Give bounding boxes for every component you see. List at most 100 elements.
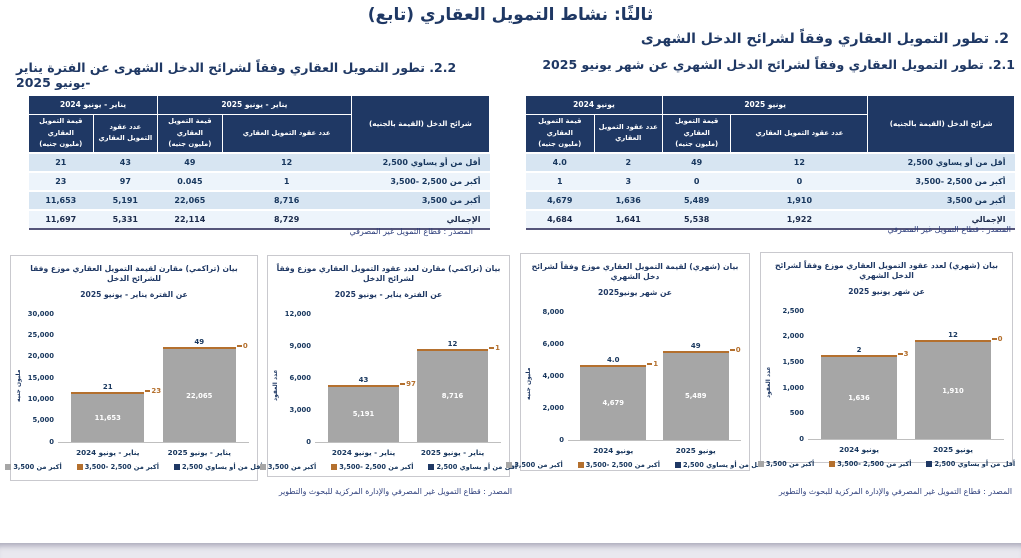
stacked-bar: 49 0 5,489 [662, 342, 741, 440]
legend-item: أكبر من 2,500 -3,500 [829, 460, 911, 468]
bar-label-gt3500: 8,716 [441, 392, 464, 401]
x-axis-category-label: يناير - يونيو 2024 [331, 447, 396, 457]
section-2-1-title: 2.1. تطور التمويل العقاري وفقاً لشرائح ا… [542, 57, 1015, 72]
legend-swatch [829, 460, 836, 467]
chart-title-line2: عن شهر يونيو2025 [598, 287, 672, 297]
bar-label-gt3500: 5,489 [685, 392, 707, 401]
count-2024-cell: 1,636 [594, 189, 663, 210]
y-axis-ticks: 30,000 25,000 20,000 15,000 10,000 5,000 0 [24, 310, 58, 446]
column-header-value-2024: قيمة التمويل العقاري (مليون جنيه) [525, 113, 595, 154]
count-2024-cell: 2 [594, 151, 663, 172]
bar-label-le2500: 2 [856, 345, 862, 354]
y-axis-ticks: 12,000 9,000 6,000 3,000 0 [281, 310, 315, 446]
column-header-value-2025: قيمة التمويل العقاري (مليون جنيه) [661, 113, 732, 154]
y-axis-tick-label: 3,000 [289, 405, 312, 414]
table-row: أقل من أو يساوي 2,500 12 49 43 21 [28, 151, 490, 172]
bar-label-le2500: 12 [948, 331, 958, 340]
legend-label: أكبر من 2,500 -3,500 [837, 459, 912, 468]
value-2024-cell: 21 [28, 151, 94, 172]
bar-label-le2500: 4.0 [607, 355, 620, 364]
chart-title-line1: بيان (تراكمي) مقارن لقيمة التمويل العقار… [30, 264, 238, 284]
column-header-brackets: شرائح الدخل (القيمة بالجنيه) [350, 94, 491, 154]
value-2024-cell: 1 [525, 170, 594, 191]
leader-dash [897, 352, 903, 355]
chart-legend: أقل من أو يساوي 2,500 أكبر من 2,500 -3,50… [757, 454, 1015, 477]
count-2025-cell: 12 [730, 151, 868, 172]
legend-swatch [259, 463, 266, 470]
bar-label-le2500: 49 [194, 338, 205, 347]
bar-label-2500-3500-value: 0 [997, 335, 1003, 344]
x-axis: يناير - يونيو 2024 يناير - يونيو 2025 [58, 448, 249, 457]
y-axis-tick-label: 15,000 [27, 373, 54, 382]
bar-label-2500-3500: 23 [145, 387, 161, 395]
y-axis-tick-label: 9,000 [289, 341, 312, 350]
bar-label-2500-3500: 0 [236, 342, 248, 350]
column-header-brackets: شرائح الدخل (القيمة بالجنيه) [867, 94, 1015, 154]
legend-item: أقل من أو يساوي 2,500 [926, 460, 1015, 468]
table-header-row: شرائح الدخل (القيمة بالجنيه) يناير - يوني… [27, 94, 491, 154]
value-2024-cell: 4,679 [525, 189, 594, 210]
column-header-value-2025: قيمة التمويل العقاري (مليون جنيه) [157, 113, 223, 154]
stacked-bar: 4.0 1 4,679 [580, 356, 658, 440]
leader-dash [647, 362, 653, 365]
count-2025-cell: 1,910 [730, 189, 868, 210]
chart-title-line1: بيان (شهري) لقيمة التمويل العقاري موزع و… [531, 262, 739, 282]
bracket-cell: أكبر من 3,500 [351, 189, 490, 210]
section-2-title: 2. تطور التمويل العقاري وفقاً لشرائح الد… [640, 31, 1009, 47]
report-slide: ثالثًا: نشاط التمويل العقاري (تابع) 2. ت… [0, 0, 1021, 543]
column-header-value-2024: قيمة التمويل العقاري (مليون جنيه) [28, 113, 94, 154]
plot-area: 43 97 5,191 12 1 8,716 [315, 314, 501, 443]
leader-dash [145, 389, 151, 392]
bar-label-2500-3500: 0 [991, 335, 1003, 344]
count-2025-cell: 1,922 [730, 208, 868, 230]
stacked-bar: 21 23 11,653 [71, 383, 161, 442]
table-row: أكبر من 2,500 -3,500 1 0.045 97 23 [28, 170, 490, 191]
legend-item: أكبر من 3,500 [506, 461, 563, 469]
table-row: أكبر من 3,500 1,910 5,489 1,636 4,679 [525, 189, 1015, 210]
bar-label-gt3500: 11,653 [94, 413, 121, 422]
legend-item: أكبر من 3,500 [5, 463, 62, 471]
value-2024-cell: 11,653 [28, 189, 94, 210]
legend-label: أقل من أو يساوي 2,500 [934, 459, 1016, 468]
leader-dash [236, 345, 242, 348]
table-total-row: الإجمالي 1,922 5,538 1,641 4,684 [525, 208, 1015, 230]
page-title: ثالثًا: نشاط التمويل العقاري (تابع) [367, 5, 654, 25]
count-2025-cell: 1 [222, 170, 352, 191]
value-2024-cell: 11,697 [28, 208, 94, 230]
y-axis-tick-label: 30,000 [27, 309, 54, 318]
cumulative-table-source: المصدر : قطاع التمويل غير المصرفي [349, 227, 473, 236]
x-axis-category-label: يونيو 2024 [839, 444, 879, 454]
x-axis-category-label: يونيو 2024 [593, 445, 634, 455]
count-2024-cell: 3 [594, 170, 663, 191]
chart-title: بيان (تراكمي) مقارن لقيمة التمويل العقار… [17, 264, 251, 300]
y-axis-title: مليون جنيه [525, 367, 532, 400]
bar-label-gt3500: 4,679 [602, 399, 625, 408]
chart-title-line1: بيان (شهري) لعدد عقود التمويل العقاري مو… [775, 261, 998, 281]
charts-source-left: المصدر : قطاع التمويل غير المصرفي والإدا… [278, 487, 512, 496]
legend-item: أقل من أو يساوي 2,500 [428, 463, 517, 471]
monthly-table-source: المصدر : قطاع التمويل غير المصرفي [887, 225, 1011, 234]
x-axis-category-label: يناير - يونيو 2025 [167, 447, 231, 457]
y-axis-tick-label: 6,000 [542, 339, 565, 348]
bar-label-gt3500: 1,910 [942, 386, 964, 395]
count-2025-cell: 12 [222, 151, 352, 172]
monthly-value-chart: بيان (شهري) لقيمة التمويل العقاري موزع و… [506, 253, 764, 471]
count-2024-cell: 1,641 [594, 208, 663, 230]
chart-title: بيان (شهري) لقيمة التمويل العقاري موزع و… [527, 262, 743, 298]
chart-legend: أقل من أو يساوي 2,500 أكبر من 2,500 -3,50… [506, 455, 764, 478]
legend-swatch [331, 463, 338, 470]
value-2025-cell: 22,114 [157, 208, 223, 230]
bar-label-2500-3500-value: 0 [735, 346, 741, 355]
x-axis: يونيو 2024 يونيو 2025 [808, 445, 1004, 454]
bracket-cell: الإجمالي [867, 208, 1015, 230]
legend-label: أقل من أو يساوي 2,500 [682, 460, 764, 469]
slide-bottom-edge [0, 543, 1021, 558]
legend-swatch [173, 464, 180, 470]
stacked-bar: 12 1 8,716 [416, 340, 500, 442]
bar-label-2500-3500: 1 [489, 344, 500, 352]
bracket-cell: أكبر من 2,500 -3,500 [351, 170, 490, 191]
period-2025-header: يونيو 2025 [661, 95, 869, 115]
legend-swatch [428, 463, 435, 470]
legend-swatch [674, 461, 681, 468]
